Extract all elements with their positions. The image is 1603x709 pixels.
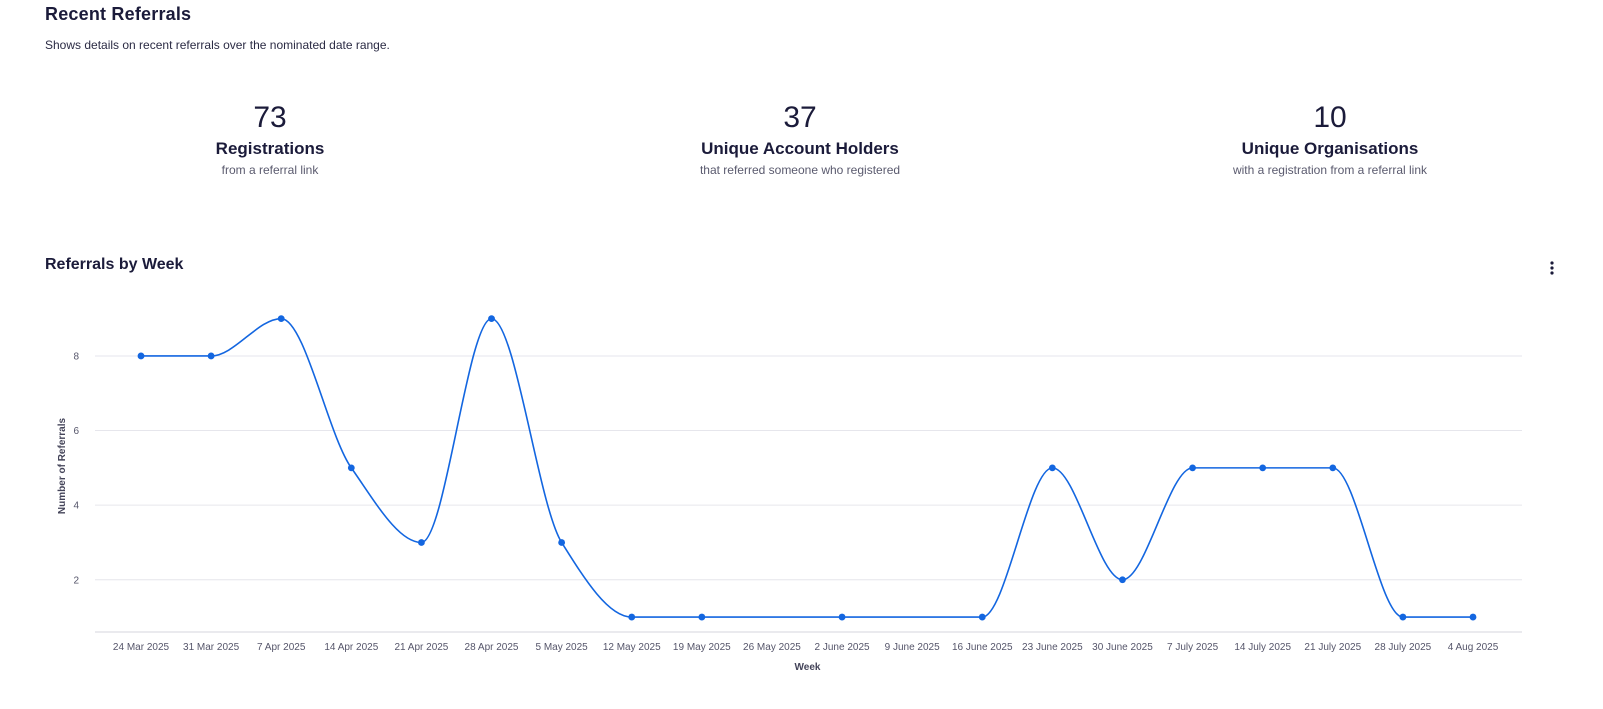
x-tick-label: 31 Mar 2025 [183,642,240,653]
x-tick-label: 7 Apr 2025 [257,642,306,653]
y-tick-label: 6 [73,426,79,437]
data-point[interactable] [277,315,285,323]
x-tick-label: 24 Mar 2025 [113,642,170,653]
grid-lines [95,355,1522,581]
x-tick-label: 9 June 2025 [885,642,940,653]
data-point[interactable] [418,539,425,546]
stat-registrations: 73 Registrations from a referral link [30,100,510,200]
data-point[interactable] [207,352,215,360]
x-tick-label: 23 June 2025 [1022,642,1083,653]
y-tick-label: 4 [73,501,79,512]
data-point[interactable] [1119,576,1126,584]
x-tick-label: 30 June 2025 [1092,642,1153,653]
data-point[interactable] [1259,464,1267,472]
x-tick-label: 19 May 2025 [673,642,731,653]
page-title: Recent Referrals [45,4,192,24]
x-axis-title: Week [795,662,821,673]
x-tick-label: 21 July 2025 [1304,642,1361,653]
x-tick-label: 12 May 2025 [603,642,661,653]
stat-unique-account-holders: 37 Unique Account Holders that referred … [560,100,1040,200]
stat-value: 73 [253,101,287,134]
x-tick-label: 2 June 2025 [815,642,870,653]
data-point[interactable] [1189,464,1196,472]
chart-title: Referrals by Week [45,256,184,273]
data-point[interactable] [978,613,986,621]
data-point[interactable] [1048,464,1056,472]
data-point[interactable] [698,613,706,621]
page-subtitle: Shows details on recent referrals over t… [45,38,390,52]
y-axis-title: Number of Referrals [57,417,68,514]
x-tick-label: 28 July 2025 [1375,642,1432,653]
data-point[interactable] [838,613,846,621]
x-tick-label: 28 Apr 2025 [465,642,519,653]
data-point[interactable] [137,352,145,360]
chart-menu-button[interactable] [1546,258,1558,278]
x-tick-label: 21 Apr 2025 [394,642,448,653]
data-point[interactable] [1329,464,1337,472]
x-tick-label: 14 July 2025 [1234,642,1291,653]
stat-value: 10 [1313,101,1347,134]
stat-description: with a registration from a referral link [1232,163,1428,177]
stat-label: Unique Account Holders [701,139,899,158]
stat-value: 37 [783,101,817,134]
data-point[interactable] [488,315,495,323]
y-tick-label: 2 [73,575,79,586]
x-axis-ticks: 24 Mar 2025 31 Mar 2025 7 Apr 2025 14 Apr 2… [113,642,1499,653]
stat-description: that referred someone who registered [699,163,901,177]
stats-row: 73 Registrations from a referral link 37… [30,100,1570,200]
stat-label: Unique Organisations [1241,139,1419,158]
x-tick-label: 26 May 2025 [743,642,801,653]
x-tick-label: 5 May 2025 [535,642,588,653]
stat-label: Registrations [215,139,325,158]
stat-description: from a referral link [221,163,319,177]
data-point[interactable] [1399,613,1407,621]
data-point[interactable] [347,464,355,472]
x-tick-label: 16 June 2025 [952,642,1013,653]
stat-unique-organisations: 10 Unique Organisations with a registrat… [1090,100,1570,200]
x-tick-label: 7 July 2025 [1167,642,1219,653]
y-axis-ticks: 2 4 6 8 [73,351,79,586]
data-point[interactable] [558,539,566,546]
more-vertical-icon [1550,261,1554,275]
y-tick-label: 8 [73,351,79,362]
x-tick-label: 14 Apr 2025 [324,642,378,653]
x-tick-label: 4 Aug 2025 [1448,642,1499,653]
series-points [137,315,1477,621]
series-line-referrals [141,317,1473,618]
data-point[interactable] [628,613,636,621]
data-point[interactable] [1469,613,1477,621]
